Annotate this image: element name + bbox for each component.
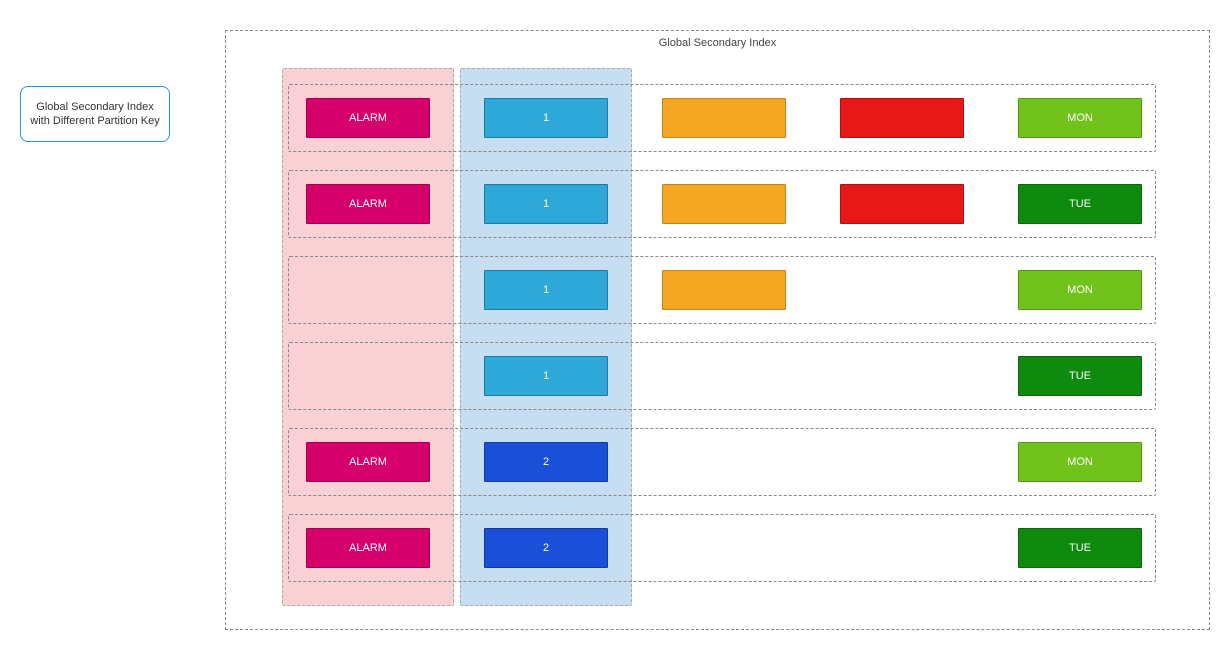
day-mon: MON	[1018, 98, 1142, 138]
day-tue: TUE	[1018, 356, 1142, 396]
attr-red	[840, 184, 964, 224]
legend-gsi-different-partition-key: Global Secondary Index with Different Pa…	[20, 86, 170, 142]
attr-red	[840, 98, 964, 138]
day-mon: MON	[1018, 270, 1142, 310]
partition-alarm: ALARM	[306, 528, 430, 568]
sort-2: 2	[484, 528, 608, 568]
sort-1: 1	[484, 98, 608, 138]
attr-orange	[662, 184, 786, 224]
partition-alarm: ALARM	[306, 184, 430, 224]
day-tue: TUE	[1018, 528, 1142, 568]
gsi-title: Global Secondary Index	[226, 37, 1209, 49]
day-mon: MON	[1018, 442, 1142, 482]
sort-1: 1	[484, 356, 608, 396]
sort-1: 1	[484, 270, 608, 310]
day-tue: TUE	[1018, 184, 1142, 224]
sort-2: 2	[484, 442, 608, 482]
partition-alarm: ALARM	[306, 98, 430, 138]
attr-orange	[662, 270, 786, 310]
attr-orange	[662, 98, 786, 138]
sort-1: 1	[484, 184, 608, 224]
partition-alarm: ALARM	[306, 442, 430, 482]
